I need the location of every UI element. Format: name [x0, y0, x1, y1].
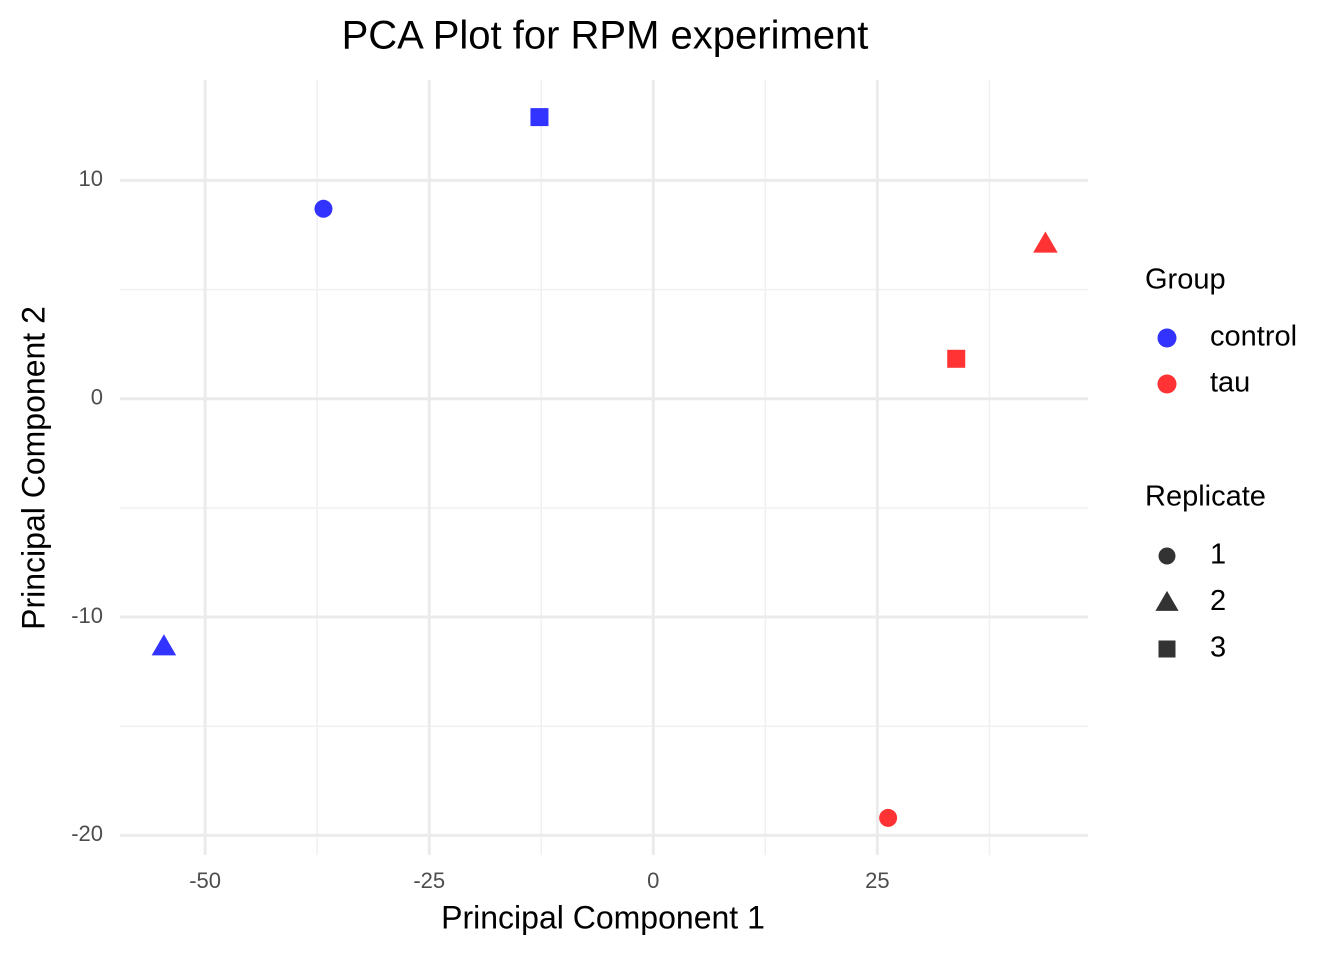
- legend-label: 2: [1210, 585, 1226, 617]
- point: [530, 108, 549, 127]
- legend-label: tau: [1210, 367, 1250, 399]
- point: [1033, 231, 1058, 253]
- x-tick-label: -25: [413, 868, 445, 893]
- legend-title: Group: [1145, 264, 1226, 296]
- x-tick-label: -50: [189, 868, 221, 893]
- legend-swatch: [1157, 374, 1177, 394]
- y-tick-label: -10: [71, 603, 103, 628]
- legend-swatch: [1158, 547, 1176, 565]
- x-axis-title: Principal Component 1: [441, 899, 765, 935]
- legend-label: 3: [1210, 632, 1226, 664]
- y-tick-label: -20: [71, 821, 103, 846]
- y-axis-title: Principal Component 2: [15, 306, 51, 630]
- point: [151, 634, 177, 656]
- x-tick-label: 0: [647, 868, 659, 893]
- legend-swatch: [1155, 590, 1179, 611]
- point: [879, 808, 898, 827]
- shape-legend-title: Replicate: [1145, 481, 1266, 513]
- point: [947, 349, 966, 368]
- chart-title: PCA Plot for RPM experiment: [342, 14, 869, 58]
- legend-swatch: [1158, 640, 1176, 658]
- legend-label: control: [1210, 321, 1297, 353]
- x-tick-label: 25: [865, 868, 889, 893]
- legend-label: 1: [1210, 539, 1226, 571]
- point: [314, 199, 333, 218]
- y-tick-label: 10: [79, 166, 103, 191]
- legend-swatch: [1157, 328, 1177, 348]
- y-tick-label: 0: [91, 385, 103, 410]
